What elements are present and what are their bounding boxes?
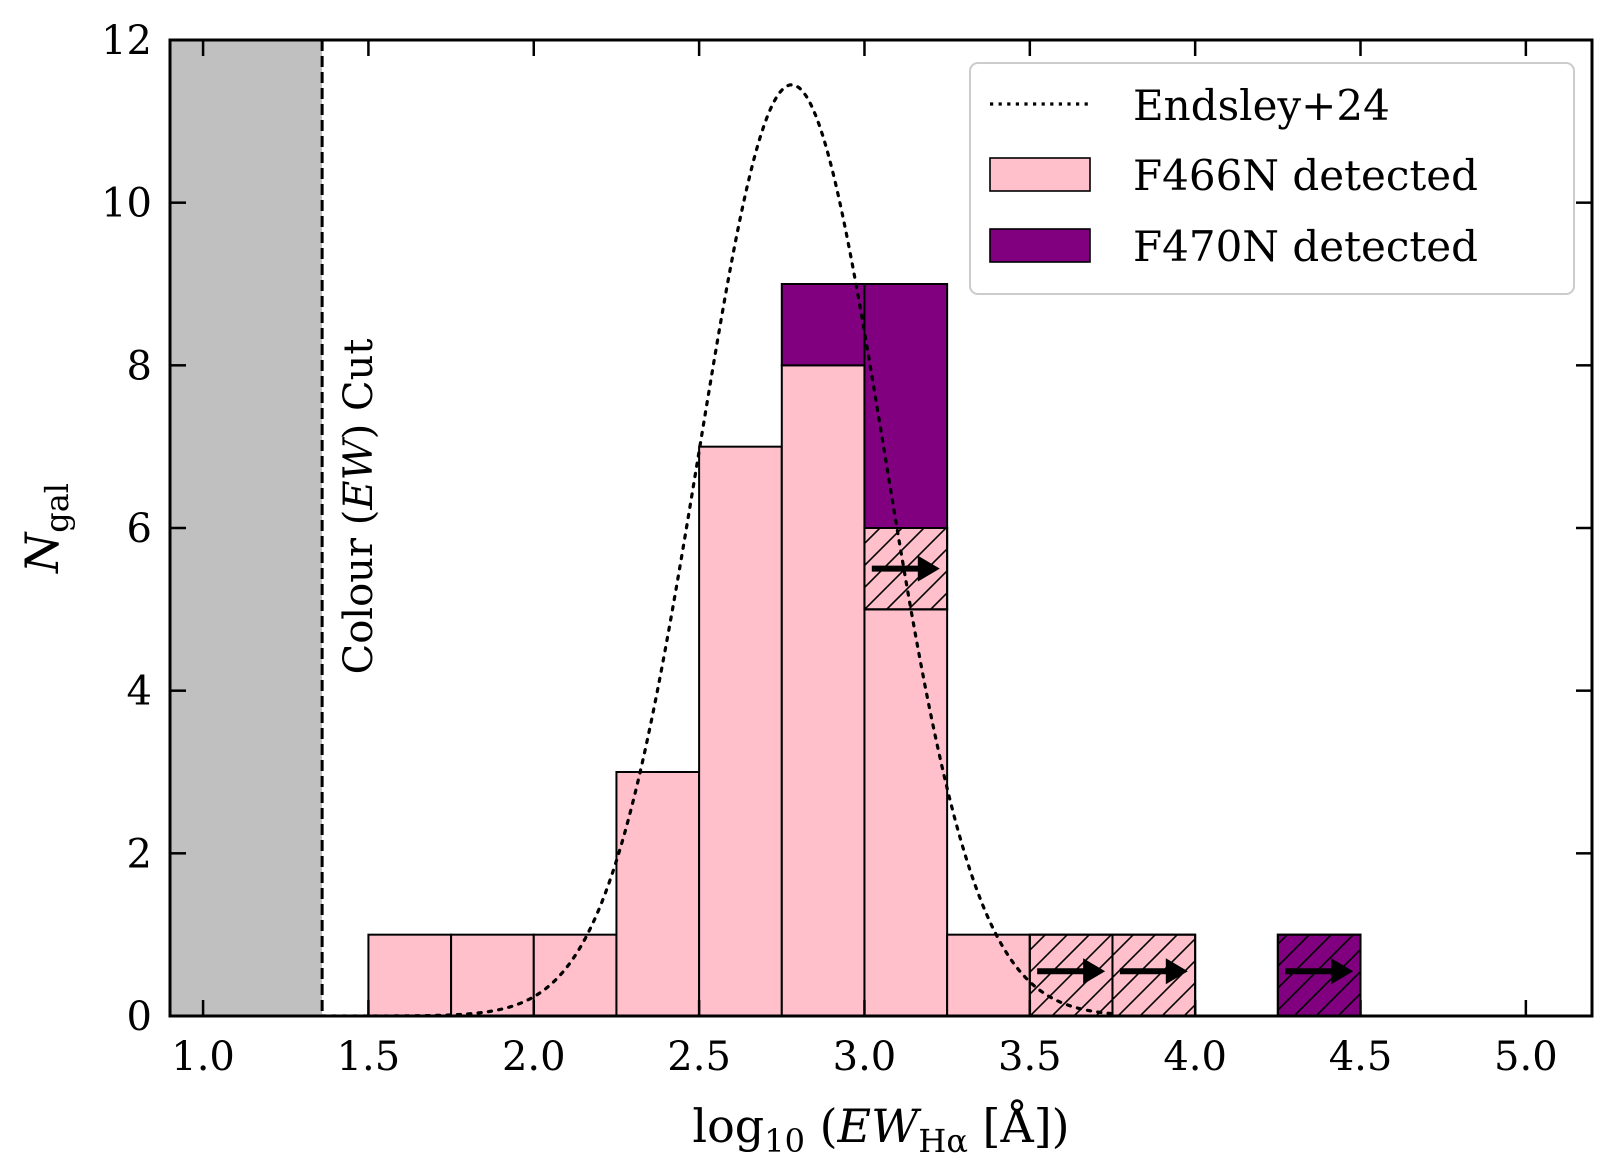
x-tick-label: 1.5: [337, 1034, 401, 1080]
lower-limit-arrow-icon: [1285, 958, 1354, 985]
y-tick-label: 0: [127, 994, 152, 1040]
legend-purple-swatch: [989, 228, 1091, 263]
y-axis-title: Ngal: [15, 483, 76, 574]
colour-cut-label: Colour (EW) Cut: [336, 339, 382, 675]
bar-f470n-detected-bin-5: [780, 283, 866, 367]
bar-f466n-detected-bin-5: [780, 364, 866, 1018]
bar-f466n-detected-bin-7: [946, 933, 1031, 1018]
y-tick-label: 4: [127, 669, 152, 715]
x-tick-label: 2.0: [502, 1034, 566, 1080]
endsley-model-curve: [320, 83, 1115, 1016]
legend-entry-endsley: Endsley+24: [990, 81, 1390, 130]
bar-f466n-detected-bin-6: [863, 608, 949, 1017]
excluded-region-shade: [170, 40, 323, 1016]
legend-label-f466n: F466N detected: [1133, 151, 1478, 200]
legend: Endsley+24 F466N detected F470N detected: [969, 62, 1575, 295]
x-tick-label: 3.5: [998, 1034, 1062, 1080]
y-tick-label: 10: [101, 181, 152, 227]
y-tick-label: 6: [127, 506, 152, 552]
bar-hatch-overlay-bin-9: [1111, 933, 1197, 1018]
x-tick-label: 4.0: [1163, 1034, 1227, 1080]
legend-pink-swatch: [989, 157, 1091, 192]
legend-entry-f470n: F470N detected: [989, 222, 1478, 271]
legend-entry-f466n: F466N detected: [989, 151, 1478, 200]
lower-limit-arrow-icon: [1037, 958, 1106, 985]
lower-limit-arrow-icon: [871, 555, 940, 582]
x-tick-label: 5.0: [1494, 1034, 1558, 1080]
legend-label-endsley: Endsley+24: [1133, 81, 1390, 130]
bar-f466n-detected-bin-4: [698, 445, 783, 1017]
y-tick-label: 12: [101, 18, 152, 64]
y-tick-label: 8: [127, 343, 152, 389]
bar-hatch-overlay-bin-11: [1276, 933, 1362, 1018]
bar-hatch-overlay-bin-8: [1028, 933, 1114, 1018]
x-tick-label: 3.0: [833, 1034, 897, 1080]
x-tick-label: 1.0: [171, 1034, 235, 1080]
x-axis-title: log10 (EWHα [Å]): [692, 1098, 1069, 1160]
bar-f466n-detected-bin-3: [615, 771, 701, 1017]
lower-limit-arrow-icon: [1119, 958, 1188, 985]
x-tick-label: 2.5: [667, 1034, 731, 1080]
y-tick-label: 2: [127, 831, 152, 877]
bar-f470n-detected-bin-6: [863, 283, 949, 529]
bar-f466n-detected-bin-2: [532, 933, 618, 1018]
legend-label-f470n: F470N detected: [1133, 222, 1478, 271]
bar-f466n-detected-bin-0: [367, 933, 453, 1018]
legend-frame: [969, 62, 1575, 295]
x-tick-label: 4.5: [1329, 1034, 1393, 1080]
